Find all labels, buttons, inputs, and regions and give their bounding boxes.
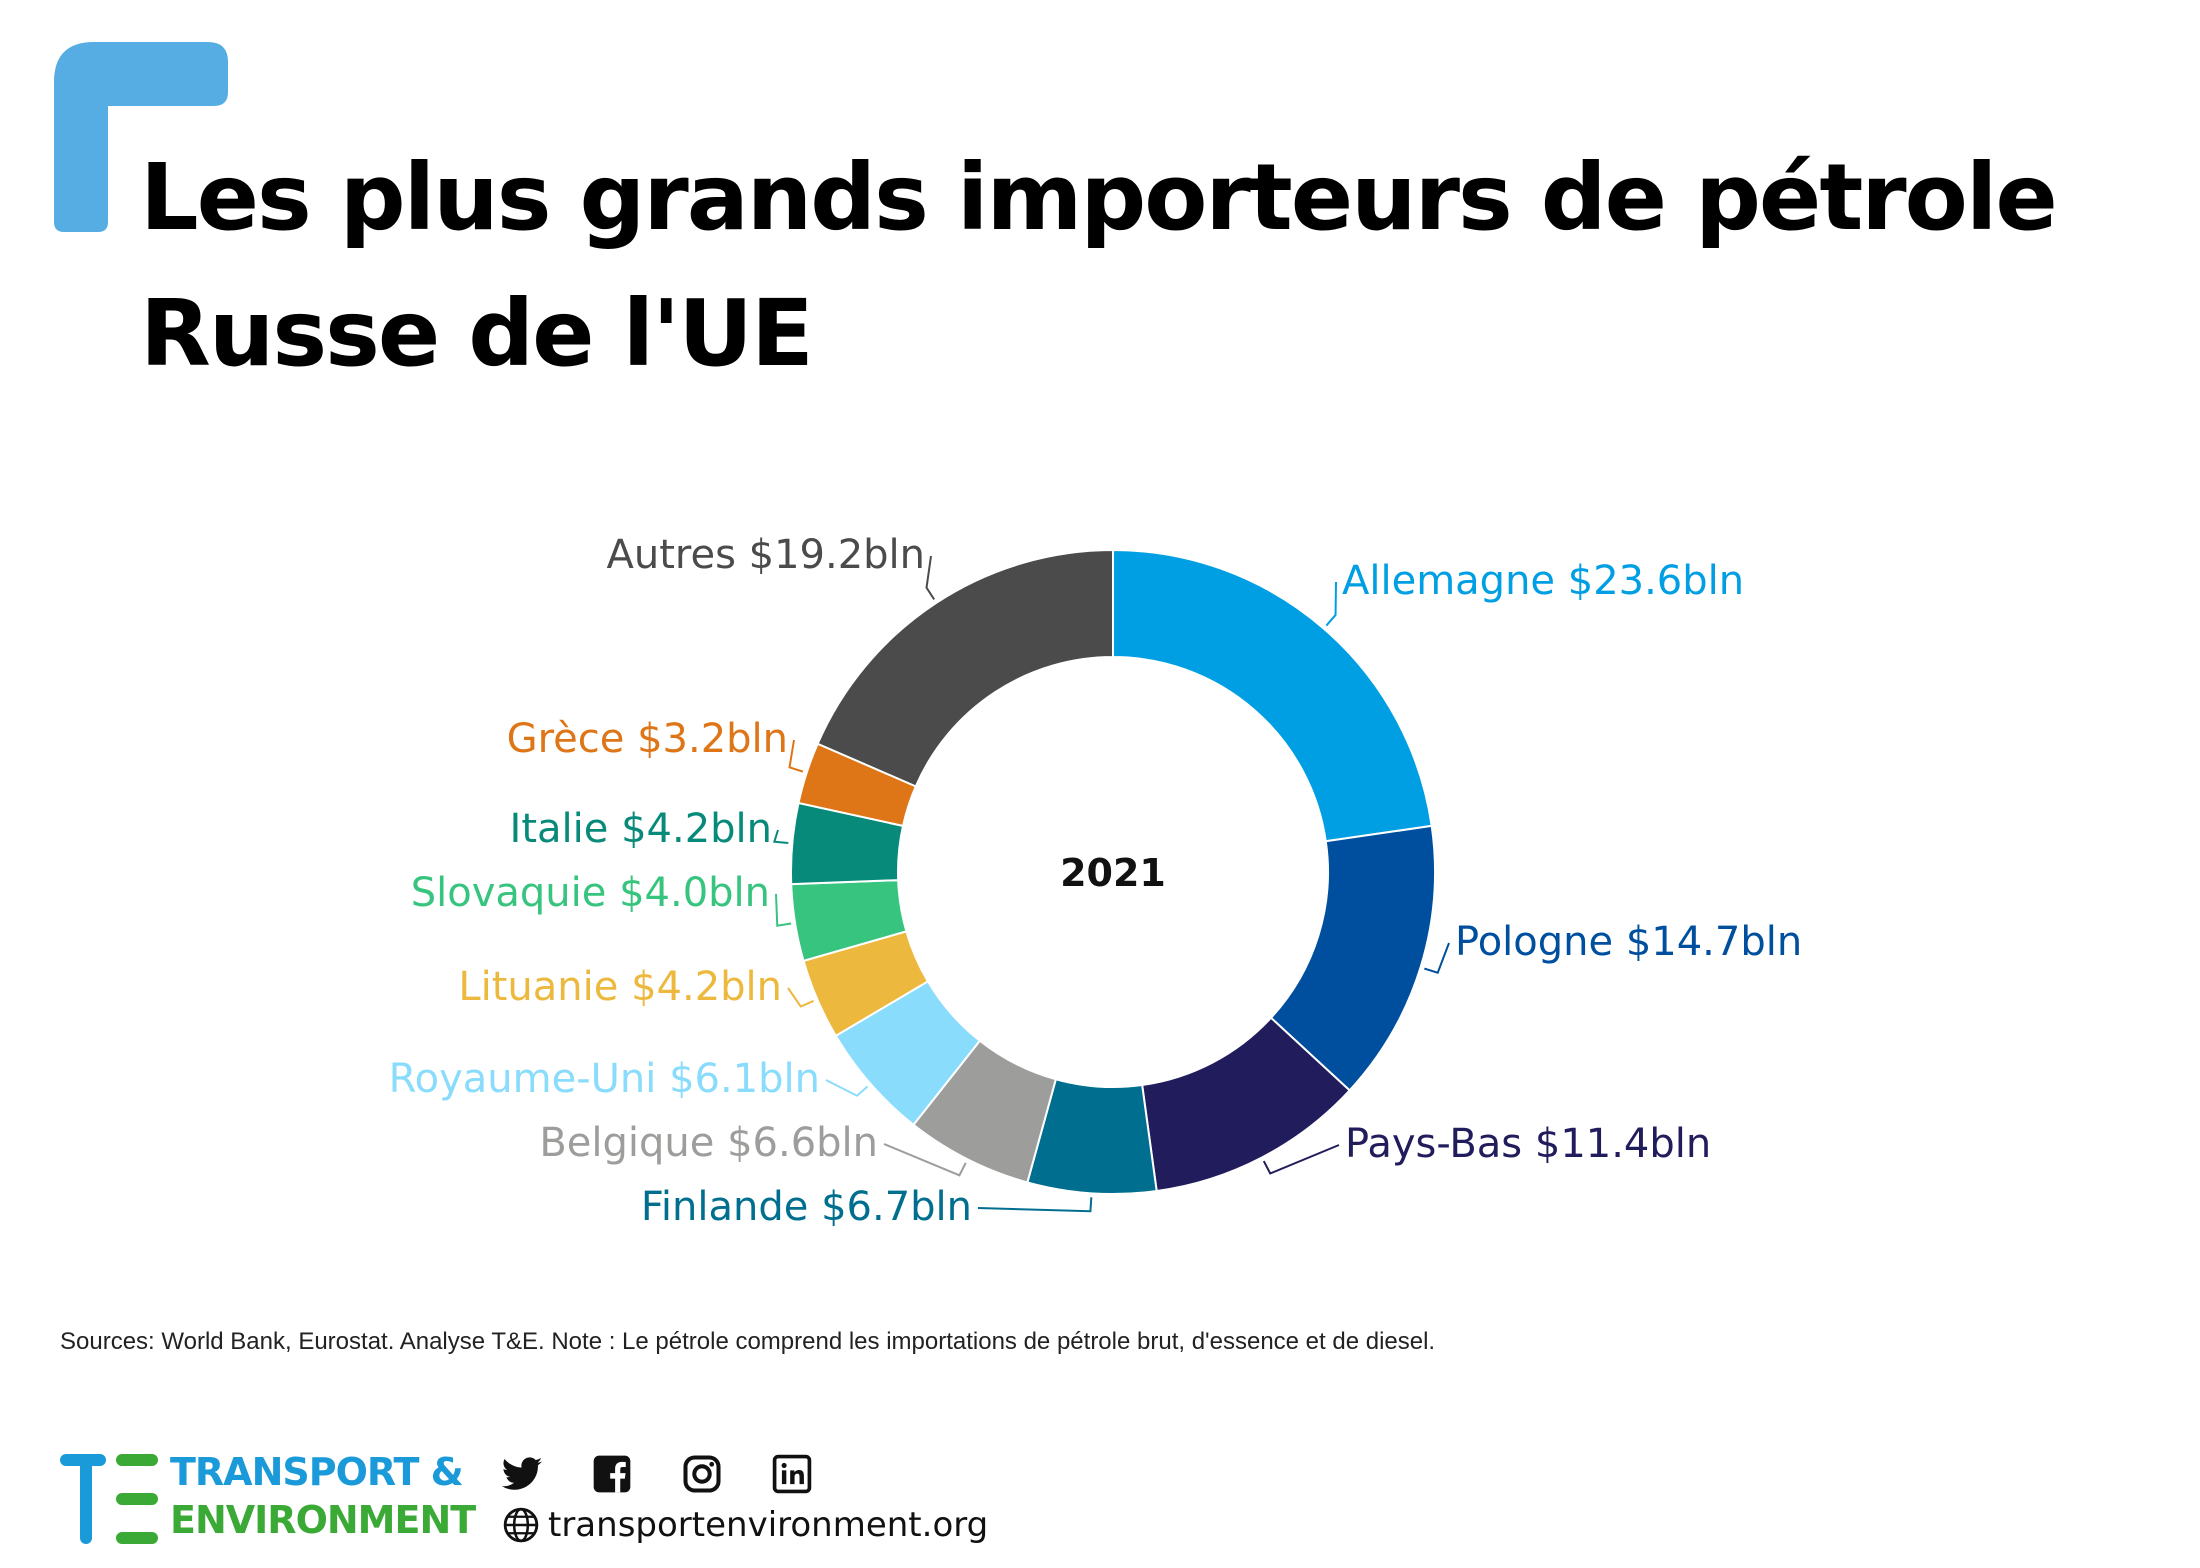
leader-line xyxy=(825,1079,869,1097)
leader-line xyxy=(925,555,936,600)
leader-line xyxy=(883,1143,967,1177)
instagram-icon[interactable] xyxy=(680,1452,724,1496)
leader-line xyxy=(787,987,814,1008)
te-logo-text: TRANSPORT & ENVIRONMENT xyxy=(170,1448,476,1544)
brand-line2: ENVIRONMENT xyxy=(170,1498,476,1542)
data-label: Pays-Bas $11.4bln xyxy=(1345,1121,1711,1167)
data-label: Finlande $6.7bln xyxy=(641,1184,972,1230)
data-label: Pologne $14.7bln xyxy=(1455,919,1802,965)
data-label: Slovaquie $4.0bln xyxy=(411,870,770,916)
donut-chart: Allemagne $23.6bln Pologne $14.7bln Pays-B… xyxy=(389,532,1803,1230)
linkedin-icon[interactable] xyxy=(770,1452,814,1496)
brand-line1: TRANSPORT & xyxy=(170,1450,464,1494)
facebook-icon[interactable] xyxy=(590,1452,634,1496)
corner-accent xyxy=(54,42,228,232)
chart-title-line2: Russe de l'UE xyxy=(140,280,814,387)
chart-title-line1: Les plus grands importeurs de pétrole xyxy=(140,144,2058,251)
website-link[interactable]: transportenvironment.org xyxy=(502,1500,988,1550)
slice-autres xyxy=(816,548,1114,788)
leader-line xyxy=(1325,581,1337,627)
donut-slices xyxy=(790,548,1436,1195)
social-links xyxy=(500,1452,814,1504)
leader-line xyxy=(1424,942,1450,974)
data-label: Autres $19.2bln xyxy=(607,532,926,578)
data-label: Allemagne $23.6bln xyxy=(1342,558,1744,604)
data-label: Royaume-Uni $6.1bln xyxy=(389,1056,820,1102)
chart-title: Les plus grands importeurs de pétrole Ru… xyxy=(140,130,2058,402)
globe-icon xyxy=(503,1507,539,1543)
leader-line xyxy=(788,739,804,773)
data-label: Lituanie $4.2bln xyxy=(458,964,782,1010)
website-text: transportenvironment.org xyxy=(548,1505,989,1545)
leader-line xyxy=(775,893,792,927)
data-label: Belgique $6.6bln xyxy=(539,1120,878,1166)
data-label: Grèce $3.2bln xyxy=(507,716,788,762)
leader-line xyxy=(1262,1144,1340,1175)
data-label: Italie $4.2bln xyxy=(510,806,772,852)
twitter-icon[interactable] xyxy=(500,1452,544,1496)
leader-line xyxy=(977,1197,1093,1213)
te-logo-mark xyxy=(60,1454,158,1544)
sources-note: Sources: World Bank, Eurostat. Analyse T… xyxy=(60,1328,1436,1355)
center-label: 2021 xyxy=(1060,851,1166,895)
te-logo: TRANSPORT & ENVIRONMENT xyxy=(60,1448,480,1552)
leader-line xyxy=(773,829,789,844)
slice-allemagne xyxy=(1112,548,1433,843)
